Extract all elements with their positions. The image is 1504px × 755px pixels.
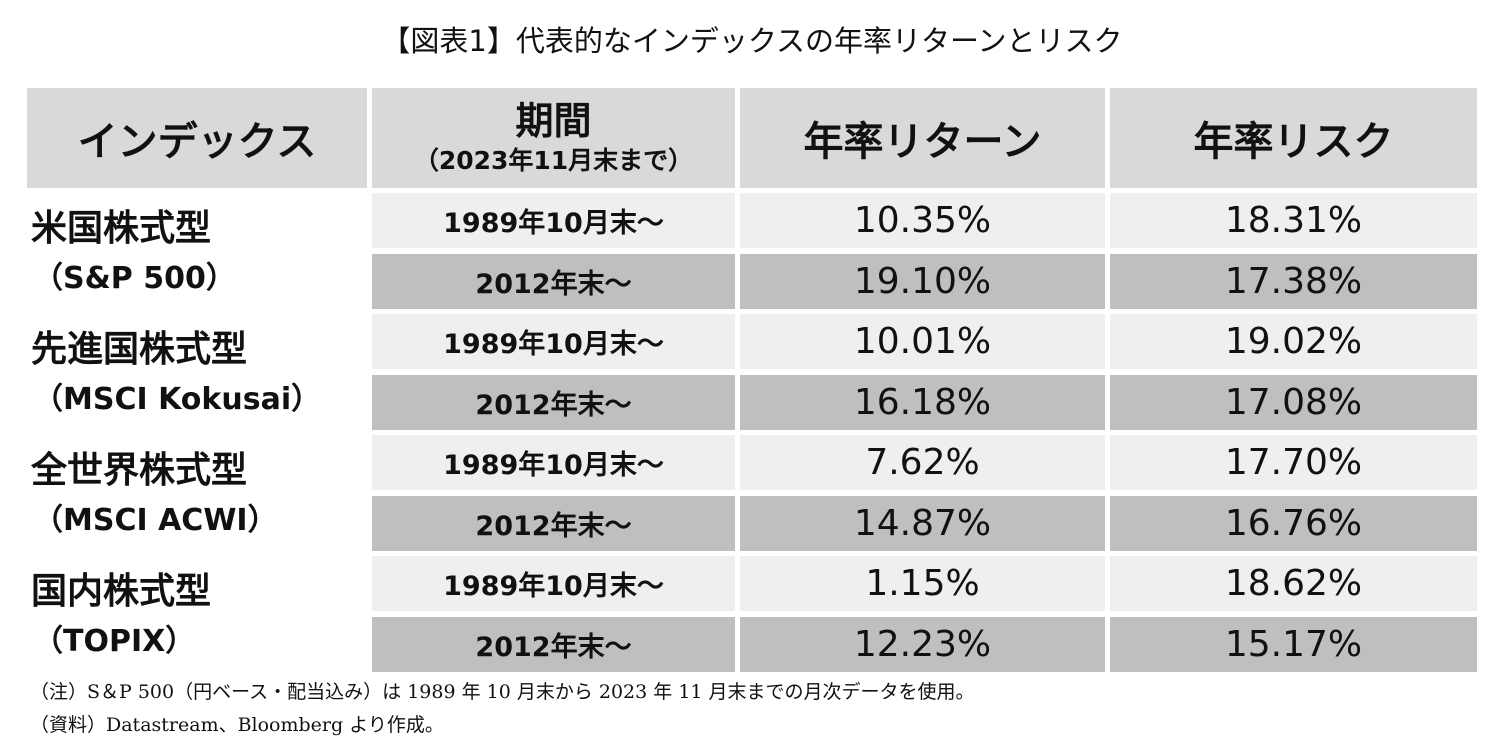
index-name: 国内株式型 (31, 570, 212, 612)
table-title: 【図表1】代表的なインデックスの年率リターンとリスク (381, 24, 1123, 58)
header-index-label: インデックス (77, 119, 317, 165)
footnote-source: （資料）Datastream、Bloomberg より作成。 (30, 714, 444, 736)
return-cell: 1.15% (740, 556, 1105, 611)
period-cell-text: 1989年10月末～ (443, 450, 664, 481)
risk-cell-text: 18.62% (1224, 563, 1363, 604)
period-cell: 1989年10月末～ (372, 193, 735, 248)
period-cell: 2012年末～ (372, 617, 735, 672)
return-cell: 12.23% (740, 617, 1105, 672)
return-cell: 10.35% (740, 193, 1105, 248)
return-cell: 19.10% (740, 254, 1105, 309)
risk-cell: 17.08% (1110, 375, 1477, 430)
period-cell-text: 1989年10月末～ (443, 329, 664, 360)
period-cell-text: 2012年末～ (475, 390, 632, 421)
header-risk-label: 年率リスク (1193, 119, 1394, 165)
risk-cell: 17.38% (1110, 254, 1477, 309)
period-cell: 2012年末～ (372, 254, 735, 309)
risk-cell-text: 19.02% (1224, 321, 1363, 362)
return-cell-text: 1.15% (865, 563, 980, 604)
index-name: 先進国株式型 (31, 328, 248, 370)
risk-cell-text: 16.76% (1224, 503, 1363, 544)
footnote-note: （注）S＆P 500（円ベース・配当込み）は 1989 年 10 月末から 20… (30, 681, 975, 703)
return-cell-text: 16.18% (853, 382, 992, 423)
period-cell: 2012年末～ (372, 375, 735, 430)
risk-cell: 19.02% (1110, 314, 1477, 369)
return-cell-text: 14.87% (853, 503, 992, 544)
return-cell-text: 7.62% (865, 442, 980, 483)
period-cell-text: 2012年末～ (475, 269, 632, 300)
return-cell-text: 12.23% (853, 624, 992, 665)
risk-cell: 15.17% (1110, 617, 1477, 672)
period-cell-text: 1989年10月末～ (443, 571, 664, 602)
return-cell: 14.87% (740, 496, 1105, 551)
risk-cell: 18.31% (1110, 193, 1477, 248)
return-cell: 10.01% (740, 314, 1105, 369)
index-code: （TOPIX） (33, 623, 196, 659)
return-cell: 16.18% (740, 375, 1105, 430)
return-cell-text: 10.01% (853, 321, 992, 362)
period-cell-text: 2012年末～ (475, 511, 632, 542)
period-cell-text: 1989年10月末～ (443, 208, 664, 239)
header-period-sublabel: （2023年11月末まで） (413, 146, 694, 176)
risk-cell-text: 17.70% (1224, 442, 1363, 483)
index-name: 米国株式型 (31, 207, 212, 249)
risk-cell: 17.70% (1110, 435, 1477, 490)
risk-cell-text: 17.38% (1224, 261, 1363, 302)
header-return-label: 年率リターン (803, 119, 1042, 165)
risk-cell-text: 15.17% (1224, 624, 1363, 665)
returns-risk-table: インデックス 期間 （2023年11月末まで） 年率リターン 年率リスク 米国株… (27, 88, 1477, 672)
period-cell-text: 2012年末～ (475, 632, 632, 663)
header-index: インデックス (27, 88, 367, 188)
risk-cell: 16.76% (1110, 496, 1477, 551)
period-cell: 2012年末～ (372, 496, 735, 551)
return-cell-text: 10.35% (853, 200, 992, 241)
period-cell: 1989年10月末～ (372, 435, 735, 490)
return-cell: 7.62% (740, 435, 1105, 490)
risk-cell-text: 18.31% (1224, 200, 1363, 241)
index-cell: 全世界株式型 （MSCI ACWI） (27, 435, 367, 551)
index-code: （S&P 500） (33, 260, 236, 296)
index-cell: 先進国株式型 （MSCI Kokusai） (27, 314, 367, 430)
index-code: （MSCI Kokusai） (33, 381, 322, 417)
header-return: 年率リターン (740, 88, 1105, 188)
index-cell: 国内株式型 （TOPIX） (27, 556, 367, 672)
header-risk: 年率リスク (1110, 88, 1477, 188)
risk-cell: 18.62% (1110, 556, 1477, 611)
risk-cell-text: 17.08% (1224, 382, 1363, 423)
index-name: 全世界株式型 (31, 449, 248, 491)
period-cell: 1989年10月末～ (372, 314, 735, 369)
index-cell: 米国株式型 （S&P 500） (27, 193, 367, 309)
period-cell: 1989年10月末～ (372, 556, 735, 611)
header-period-label: 期間 (515, 98, 592, 143)
index-code: （MSCI ACWI） (33, 502, 278, 538)
header-period: 期間 （2023年11月末まで） (372, 88, 735, 188)
return-cell-text: 19.10% (853, 261, 992, 302)
